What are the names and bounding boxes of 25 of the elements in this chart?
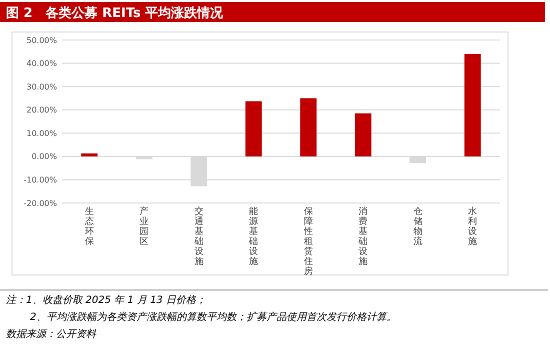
y-tick-label: 0.00% — [32, 152, 58, 162]
y-tick-label: 10.00% — [26, 128, 58, 138]
text: 注：1、收盘价取 2025 年 1 月 13 日价格； — [6, 294, 206, 306]
x-tick-label: 水利设施 — [468, 206, 478, 247]
x-tick-label: 能源基础设施 — [248, 206, 258, 267]
x-tick-label: 生态环保 — [84, 206, 94, 247]
x-tick-label: 保障性租赁住房 — [302, 206, 313, 277]
x-tick-label: 消费基础设施 — [358, 206, 368, 267]
text: 2、平均涨跌幅为各类资产涨跌幅的算数平均数；扩募产品使用首次发行价格计算。 — [30, 311, 396, 323]
y-tick-label: -20.00% — [24, 198, 58, 208]
x-tick-label: 交通基础设施 — [193, 206, 204, 267]
y-tick-label: 50.00% — [26, 36, 58, 45]
x-tick-label: 产业园区 — [140, 206, 149, 247]
bar — [464, 54, 481, 156]
y-tick-label: 30.00% — [26, 82, 58, 92]
source-note: 数据来源：公开资料 — [6, 328, 97, 340]
bar — [354, 113, 372, 156]
bar — [81, 153, 98, 156]
y-tick-label: 40.00% — [26, 59, 58, 68]
y-tick-label: 20.00% — [26, 106, 58, 115]
chart-title: 图 2 各类公募 REITs 平均涨跌情况 — [6, 6, 224, 21]
bar — [300, 98, 317, 156]
x-tick-label: 仓储物流 — [413, 206, 422, 247]
bar — [245, 101, 262, 156]
y-tick-label: -10.00% — [24, 176, 58, 185]
